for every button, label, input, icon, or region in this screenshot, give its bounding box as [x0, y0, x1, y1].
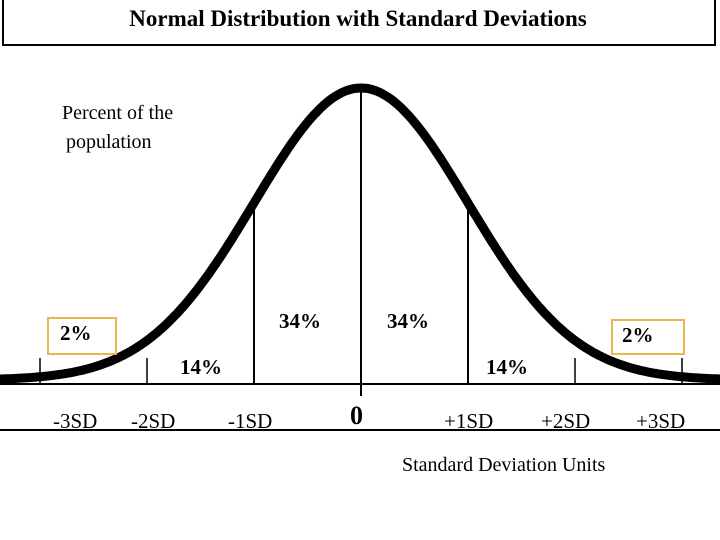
sd-tick-marks [39, 358, 683, 384]
band-label-pos2-pos3: 2% [622, 323, 654, 347]
page-title: Normal Distribution with Standard Deviat… [129, 6, 587, 31]
left-tail-label-box [47, 317, 117, 355]
y-axis-label-line-1: Percent of the population [62, 102, 173, 153]
title-box [2, 0, 716, 46]
x-axis-label: Standard Deviation Units [402, 454, 606, 476]
right-tail-label-box [611, 319, 685, 355]
band-label-neg3-neg2: 2% [60, 321, 92, 345]
tick-label-pos3sd: +3SD [636, 409, 685, 433]
band-label-0-pos1: 34% [387, 309, 429, 333]
band-label-neg1-0: 34% [279, 309, 321, 333]
tick-label-neg3sd: -3SD [53, 409, 97, 433]
tick-label-pos1sd: +1SD [444, 409, 493, 433]
band-label-pos1-pos2: 14% [486, 355, 528, 379]
tick-label-neg1sd: -1SD [228, 409, 272, 433]
band-label-neg2-neg1: 14% [180, 355, 222, 379]
tick-label-neg2sd: -2SD [131, 409, 175, 433]
tick-label-pos2sd: +2SD [541, 409, 590, 433]
tick-label-mean: 0 [350, 401, 363, 430]
sd-divider-lines [253, 88, 469, 396]
